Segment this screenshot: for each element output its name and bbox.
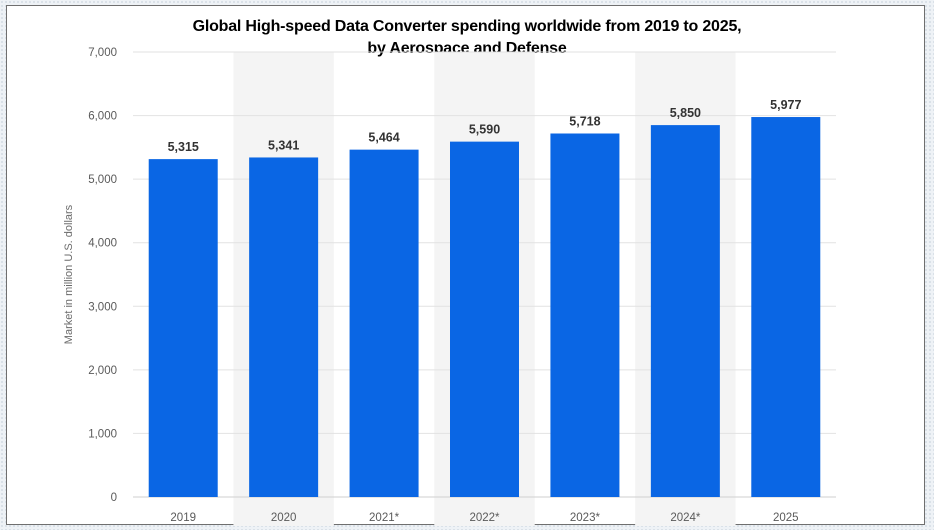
chart-title: Global High-speed Data Converter spendin… xyxy=(0,16,934,60)
bar-2023 xyxy=(550,133,620,497)
data-label: 5,590 xyxy=(469,123,500,137)
x-axis-ticks: 2019 2020 2021* 2022* 2023* 2024* 2025 xyxy=(170,512,798,524)
data-label: 5,341 xyxy=(268,138,299,152)
x-tick-label: 2025 xyxy=(773,512,799,524)
data-label: 5,850 xyxy=(670,106,701,120)
x-tick-label: 2020 xyxy=(271,512,297,524)
bar-2019 xyxy=(148,159,218,497)
data-label: 5,315 xyxy=(168,140,199,154)
y-tick-label: 6,000 xyxy=(88,111,117,123)
y-tick-label: 5,000 xyxy=(88,174,117,186)
bar-2024 xyxy=(650,125,720,497)
x-tick-label: 2024* xyxy=(670,512,701,524)
y-tick-label: 7,000 xyxy=(88,47,117,59)
bar-2022 xyxy=(450,141,519,497)
x-tick-label: 2019 xyxy=(170,512,196,524)
data-label: 5,977 xyxy=(770,98,801,112)
data-label: 5,464 xyxy=(368,131,399,145)
y-tick-label: 1,000 xyxy=(88,428,117,440)
x-tick-label: 2021* xyxy=(369,512,400,524)
bar-2021 xyxy=(349,149,419,497)
y-tick-label: 0 xyxy=(111,492,117,504)
data-labels: 5,315 5,341 5,464 5,590 5,718 5,850 5,977 xyxy=(168,98,802,154)
bars xyxy=(148,117,821,497)
bar-2025 xyxy=(751,117,821,497)
y-tick-label: 2,000 xyxy=(88,365,117,377)
data-label: 5,718 xyxy=(569,114,600,128)
y-tick-label: 4,000 xyxy=(88,238,117,250)
y-axis-ticks: 0 1,000 2,000 3,000 4,000 5,000 6,000 7,000 xyxy=(88,47,117,504)
bar-2020 xyxy=(249,157,319,497)
y-tick-label: 3,000 xyxy=(88,301,117,313)
chart-title-line-1: Global High-speed Data Converter spendin… xyxy=(192,18,742,35)
x-tick-label: 2022* xyxy=(469,512,500,524)
x-tick-label: 2023* xyxy=(570,512,601,524)
y-axis-label: Market in million U.S. dollars xyxy=(63,204,75,344)
